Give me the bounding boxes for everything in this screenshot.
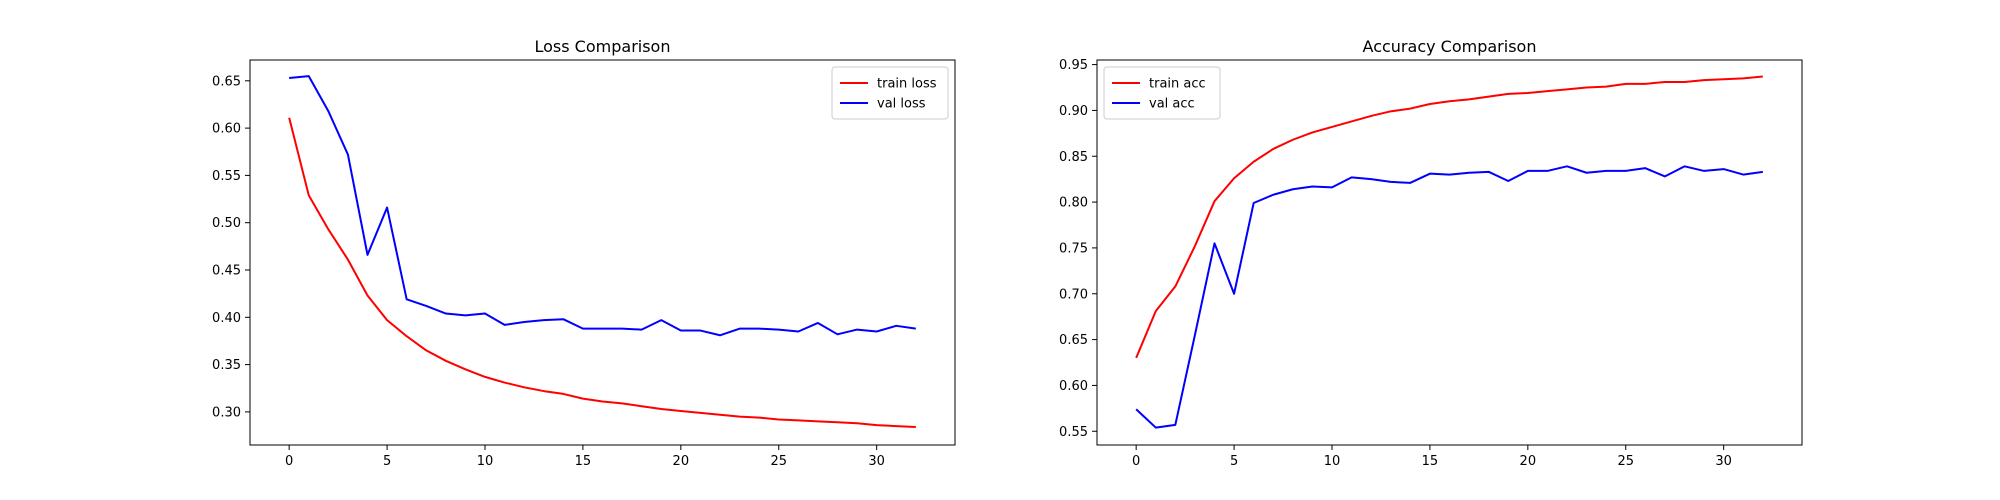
y-tick-label: 0.90 [1059,104,1088,119]
y-tick-label: 0.60 [1059,379,1088,394]
y-tick-label: 0.40 [212,311,241,326]
y-tick-label: 0.70 [1059,287,1088,302]
y-tick-label: 0.75 [1059,241,1088,256]
legend-label: train loss [877,77,937,92]
y-tick-label: 0.80 [1059,196,1088,211]
y-tick-label: 0.30 [212,405,241,420]
y-tick-label: 0.65 [212,74,241,89]
x-tick-label: 0 [285,454,293,469]
y-tick-label: 0.55 [212,169,241,184]
y-tick-label: 0.85 [1059,150,1088,165]
x-tick-label: 20 [673,454,690,469]
x-tick-label: 20 [1520,454,1537,469]
y-tick-label: 0.60 [212,122,241,137]
x-tick-label: 10 [477,454,494,469]
x-tick-label: 5 [383,454,391,469]
legend: train acc val acc [1104,67,1220,119]
chart-title: Loss Comparison [535,37,671,56]
x-tick-label: 25 [1617,454,1634,469]
legend-label: val loss [877,97,926,112]
chart-title: Accuracy Comparison [1363,37,1537,56]
x-tick-label: 10 [1324,454,1341,469]
x-tick-label: 25 [770,454,787,469]
y-tick-label: 0.95 [1059,58,1088,73]
x-tick-label: 30 [1715,454,1732,469]
x-tick-label: 15 [575,454,592,469]
y-tick-label: 0.45 [212,264,241,279]
x-tick-label: 15 [1422,454,1439,469]
x-tick-label: 30 [868,454,885,469]
y-tick-label: 0.55 [1059,425,1088,440]
y-tick-label: 0.35 [212,358,241,373]
x-tick-label: 5 [1230,454,1238,469]
legend: train loss val loss [832,67,948,119]
legend-label: train acc [1149,77,1206,92]
y-tick-label: 0.65 [1059,333,1088,348]
legend-label: val acc [1149,97,1195,112]
x-tick-label: 0 [1132,454,1140,469]
y-tick-label: 0.50 [212,216,241,231]
